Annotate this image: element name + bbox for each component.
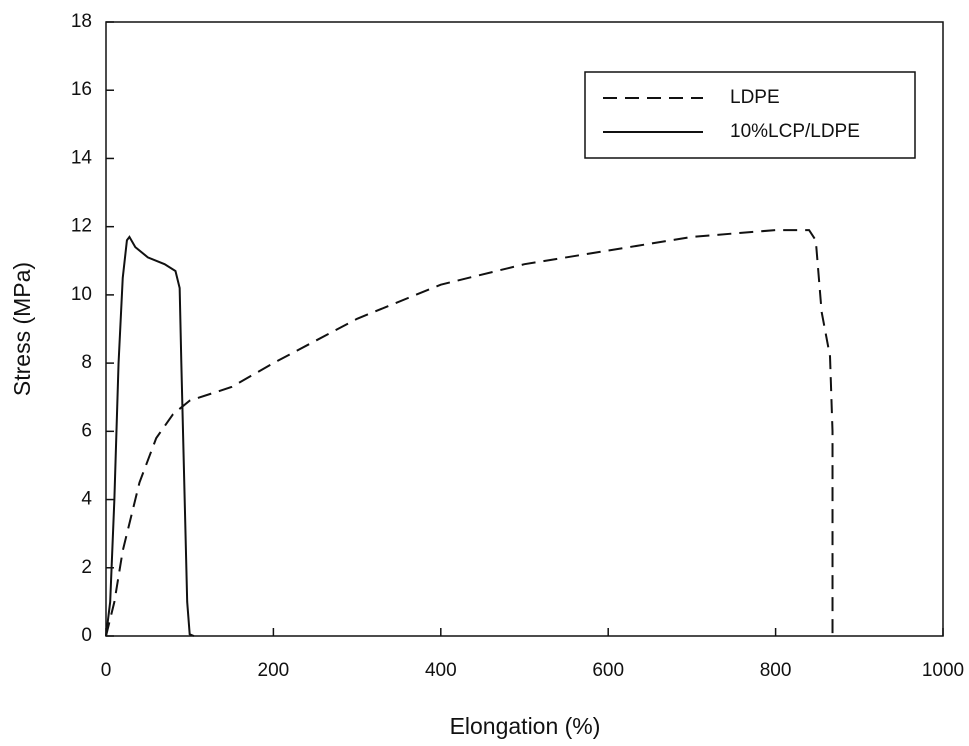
plot-frame [105,21,944,637]
y-tick-label: 18 [71,11,92,32]
y-tick-label: 6 [81,420,92,441]
y-tick-label: 4 [81,489,92,510]
data-line [105,229,834,637]
x-tick-label: 400 [425,660,457,681]
x-tick-label: 600 [592,660,624,681]
y-axis-title: Stress (MPa) [9,262,35,396]
x-tick-label: 800 [760,660,792,681]
y-tick-label: 8 [81,352,92,373]
legend-label: LDPE [730,87,780,108]
y-tick-label: 16 [71,79,92,100]
y-tick-label: 14 [71,147,93,168]
legend-label: 10%LCP/LDPE [730,121,860,142]
data-line [105,235,195,637]
x-tick-label: 0 [101,660,112,681]
x-tick-label: 1000 [922,660,964,681]
x-axis-title: Elongation (%) [450,713,601,739]
y-tick-label: 10 [71,284,92,305]
legend-box [584,71,916,159]
y-tick-label: 12 [71,216,92,237]
y-tick-label: 2 [81,557,92,578]
y-tick-label: 0 [81,625,92,646]
x-tick-label: 200 [258,660,290,681]
